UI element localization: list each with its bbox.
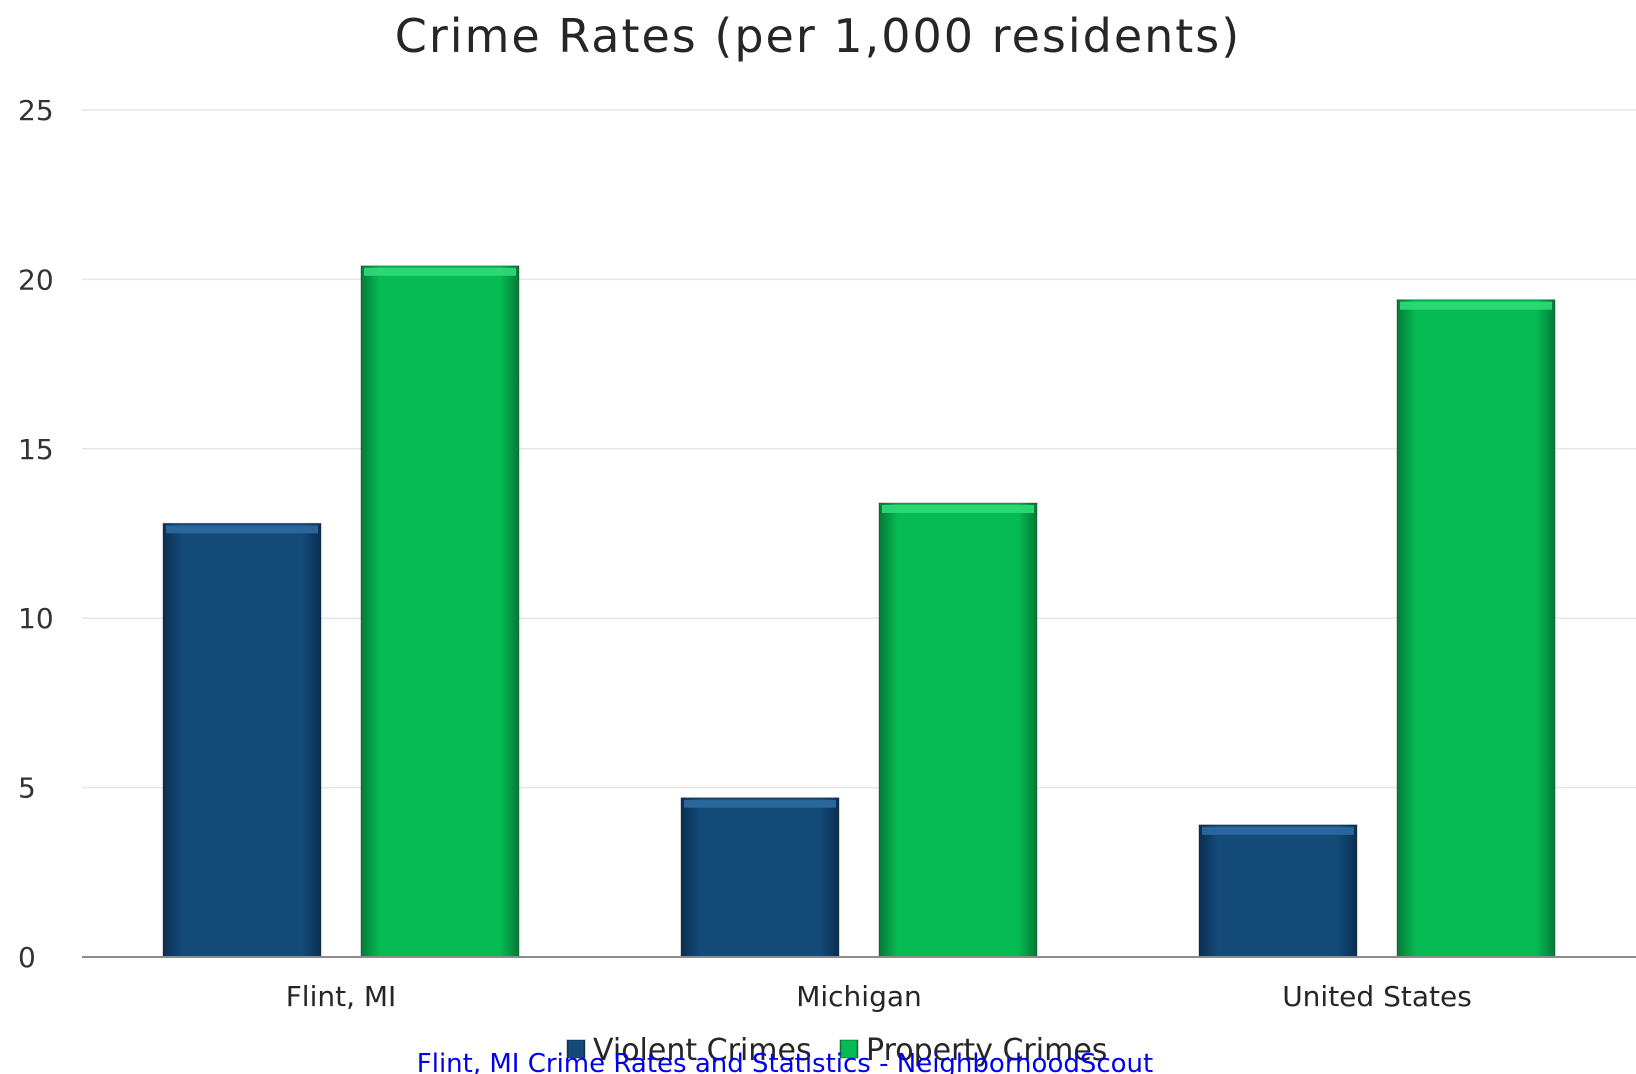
x-tick-label: United States [1282,980,1472,1013]
bar-bevel-property [364,267,516,276]
bar-violent [1198,824,1358,958]
bar-property [878,502,1038,958]
bar-bevel-violent [166,525,318,534]
legend-label-violent: Violent Crimes [593,1033,812,1068]
y-tick-label: 10 [18,602,54,635]
legend-label-property: Property Crimes [866,1033,1107,1068]
y-axis-ticks: 0 5 10 15 20 25 [18,94,54,974]
bar-violent [680,797,840,958]
bar-bevel-violent [684,799,836,808]
x-axis-ticks: Flint, MI Michigan United States [286,980,1472,1013]
grid-lines [82,109,1636,789]
bar-property [1396,299,1556,958]
bar-bevel-property [1400,301,1552,310]
x-tick-label: Michigan [796,980,922,1013]
bars [162,265,1556,958]
source-link[interactable]: Flint, MI Crime Rates and Statistics - N… [417,1049,1153,1074]
chart-title: Crime Rates (per 1,000 residents) [395,9,1241,63]
legend-swatch-violent [566,1039,586,1059]
bar-violent [162,522,322,958]
y-tick-label: 0 [18,941,36,974]
y-tick-label: 20 [18,263,54,296]
y-tick-label: 15 [18,433,54,466]
y-tick-label: 5 [18,772,36,805]
y-tick-label: 25 [18,94,54,127]
legend: Violent Crimes Property Crimes [566,1033,1107,1068]
bar-property [360,265,520,958]
bar-bevel-violent [1202,826,1354,835]
bar-bevel-property [882,505,1034,514]
x-tick-label: Flint, MI [286,980,397,1013]
legend-swatch-property [839,1039,859,1059]
